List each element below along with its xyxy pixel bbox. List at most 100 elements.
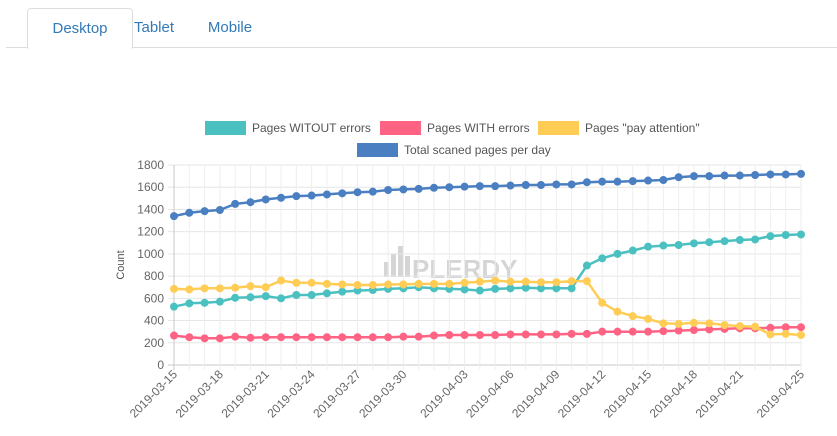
- data-point[interactable]: [751, 322, 760, 331]
- data-point[interactable]: [797, 331, 805, 339]
- data-point[interactable]: [231, 332, 240, 341]
- data-point[interactable]: [399, 185, 408, 194]
- data-point[interactable]: [598, 327, 607, 336]
- data-point[interactable]: [491, 331, 500, 339]
- data-point[interactable]: [460, 331, 469, 339]
- data-point[interactable]: [552, 278, 561, 287]
- data-point[interactable]: [261, 195, 270, 204]
- data-point[interactable]: [521, 277, 530, 286]
- data-point[interactable]: [460, 182, 469, 191]
- data-point[interactable]: [475, 331, 484, 339]
- data-point[interactable]: [261, 333, 270, 342]
- data-point[interactable]: [781, 231, 790, 239]
- data-point[interactable]: [414, 184, 423, 193]
- data-point[interactable]: [552, 180, 561, 189]
- data-point[interactable]: [215, 334, 224, 343]
- data-point[interactable]: [170, 284, 178, 293]
- data-point[interactable]: [368, 187, 377, 196]
- data-point[interactable]: [598, 177, 607, 186]
- data-point[interactable]: [200, 207, 209, 216]
- data-point[interactable]: [170, 331, 178, 340]
- data-point[interactable]: [506, 284, 515, 293]
- data-point[interactable]: [644, 327, 653, 336]
- data-point[interactable]: [307, 291, 316, 299]
- data-point[interactable]: [735, 236, 744, 244]
- data-point[interactable]: [246, 293, 255, 302]
- data-point[interactable]: [674, 173, 683, 182]
- data-point[interactable]: [399, 280, 408, 289]
- data-point[interactable]: [200, 284, 209, 293]
- data-point[interactable]: [613, 249, 622, 258]
- data-point[interactable]: [582, 261, 591, 270]
- tab-desktop[interactable]: Desktop: [27, 8, 133, 49]
- data-point[interactable]: [766, 232, 775, 241]
- data-point[interactable]: [491, 182, 500, 191]
- data-point[interactable]: [368, 333, 377, 342]
- data-point[interactable]: [322, 190, 331, 199]
- data-point[interactable]: [460, 285, 469, 294]
- data-point[interactable]: [674, 319, 683, 328]
- data-point[interactable]: [537, 278, 546, 287]
- data-point[interactable]: [582, 329, 591, 338]
- data-point[interactable]: [766, 330, 775, 339]
- data-point[interactable]: [460, 278, 469, 287]
- data-point[interactable]: [277, 294, 286, 303]
- data-point[interactable]: [399, 332, 408, 341]
- data-point[interactable]: [246, 198, 255, 207]
- data-point[interactable]: [414, 332, 423, 341]
- data-point[interactable]: [384, 333, 393, 342]
- tab-mobile[interactable]: Mobile: [207, 19, 253, 36]
- data-point[interactable]: [705, 172, 714, 181]
- data-point[interactable]: [338, 287, 347, 296]
- data-point[interactable]: [185, 299, 194, 308]
- data-point[interactable]: [582, 277, 591, 286]
- data-point[interactable]: [735, 171, 744, 180]
- data-point[interactable]: [277, 193, 286, 202]
- data-point[interactable]: [689, 318, 698, 327]
- data-point[interactable]: [705, 238, 714, 247]
- data-point[interactable]: [537, 330, 546, 339]
- data-point[interactable]: [674, 241, 683, 249]
- data-point[interactable]: [659, 327, 668, 336]
- data-point[interactable]: [720, 237, 729, 246]
- data-point[interactable]: [766, 323, 775, 332]
- data-point[interactable]: [567, 180, 576, 189]
- data-point[interactable]: [552, 330, 561, 339]
- data-point[interactable]: [659, 319, 668, 328]
- data-point[interactable]: [537, 181, 546, 189]
- data-point[interactable]: [200, 334, 209, 343]
- data-point[interactable]: [781, 323, 790, 332]
- data-point[interactable]: [506, 277, 515, 286]
- data-point[interactable]: [277, 333, 286, 342]
- data-point[interactable]: [766, 170, 775, 179]
- data-point[interactable]: [322, 279, 331, 288]
- data-point[interactable]: [797, 230, 805, 239]
- data-point[interactable]: [170, 302, 178, 311]
- data-point[interactable]: [185, 333, 194, 342]
- data-point[interactable]: [720, 321, 729, 329]
- data-point[interactable]: [215, 206, 224, 214]
- data-point[interactable]: [567, 277, 576, 286]
- legend-item[interactable]: Total scaned pages per day: [357, 143, 551, 157]
- data-point[interactable]: [384, 186, 393, 194]
- data-point[interactable]: [521, 330, 530, 339]
- data-point[interactable]: [720, 171, 729, 180]
- data-point[interactable]: [414, 279, 423, 288]
- data-point[interactable]: [338, 333, 347, 342]
- data-point[interactable]: [689, 172, 698, 181]
- data-point[interactable]: [215, 297, 224, 306]
- data-point[interactable]: [261, 292, 270, 301]
- data-point[interactable]: [567, 284, 576, 293]
- data-point[interactable]: [644, 314, 653, 323]
- data-point[interactable]: [292, 291, 301, 299]
- data-point[interactable]: [689, 239, 698, 248]
- data-point[interactable]: [338, 189, 347, 198]
- data-point[interactable]: [170, 212, 178, 221]
- data-point[interactable]: [307, 191, 316, 200]
- data-point[interactable]: [445, 183, 454, 192]
- data-point[interactable]: [445, 331, 454, 339]
- data-point[interactable]: [307, 333, 316, 342]
- data-point[interactable]: [246, 333, 255, 342]
- data-point[interactable]: [491, 276, 500, 285]
- data-point[interactable]: [353, 188, 362, 197]
